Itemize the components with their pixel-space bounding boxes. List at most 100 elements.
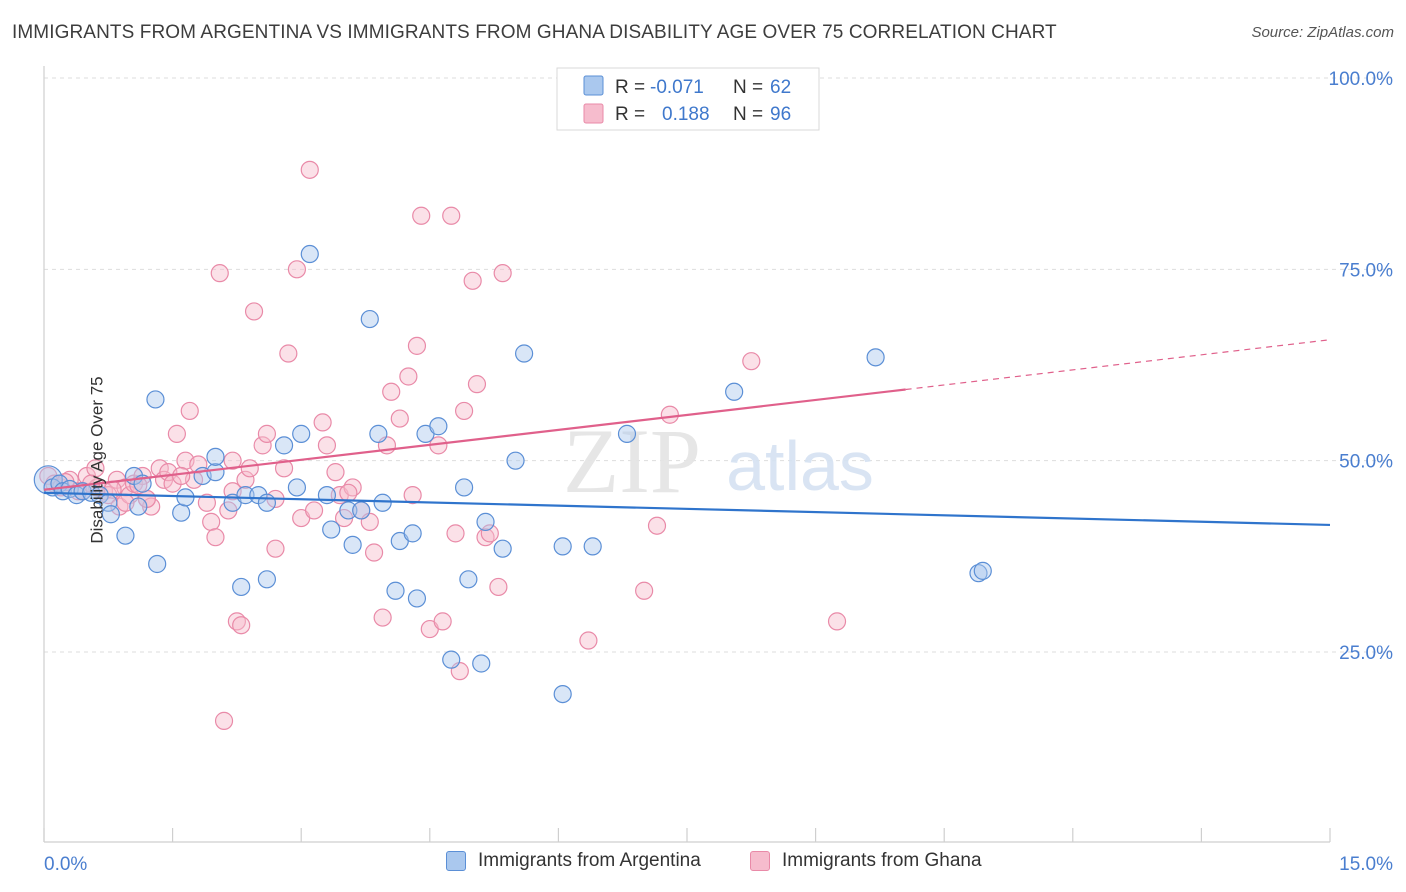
watermark-zip: ZIP (563, 410, 701, 512)
ghana-point (660, 405, 679, 424)
legend-argentina-swatch (583, 75, 604, 96)
ghana-point (382, 382, 401, 401)
argentina-point (617, 424, 637, 443)
y-tick-labels: 25.0% 50.0% 75.0% 100.0% (1329, 69, 1394, 664)
ghana-point (467, 375, 487, 394)
legend-top: R = -0.071 N = 62 R = 0.188 N = 96 (556, 67, 820, 131)
ghana-point (197, 493, 216, 512)
legend-bottom: Immigrants from Argentina Immigrants fro… (0, 850, 1406, 880)
argentina-point (172, 503, 191, 522)
legend-item-argentina[interactable]: Immigrants from Argentina (446, 850, 701, 872)
ghana-point (253, 436, 272, 455)
legend-argentina-r-value: -0.071 (650, 77, 704, 98)
argentina-point (386, 581, 405, 600)
ghana-point (463, 271, 482, 290)
argentina-point (866, 348, 885, 367)
legend-ghana-r-label: R = (615, 104, 645, 125)
ghana-trendline (43, 388, 906, 491)
ghana-point (446, 524, 465, 543)
ghana-point (489, 577, 508, 597)
argentina-point (287, 478, 307, 497)
ghana-point (223, 451, 242, 470)
ghana-point (433, 612, 452, 631)
argentina-point (373, 493, 392, 512)
ghana-point (480, 524, 499, 543)
chart-source: Source: ZipAtlas.com (1251, 24, 1394, 41)
ghana-point (579, 631, 598, 650)
y-axis-label-wrap: Disability Age Over 75 (88, 376, 108, 543)
ghana-point (167, 424, 186, 443)
argentina-point (292, 424, 311, 443)
argentina-point (553, 537, 572, 556)
ghana-point (300, 160, 319, 179)
ghana-point (210, 264, 229, 283)
ghana-point (493, 264, 512, 283)
argentina-point (274, 436, 294, 455)
legend-argentina-r-label: R = (615, 77, 645, 98)
argentina-point (236, 486, 255, 505)
argentina-point (146, 390, 165, 409)
argentina-point (369, 424, 388, 443)
argentina-point (506, 451, 525, 470)
argentina-point (429, 417, 448, 436)
ghana-point (635, 581, 654, 600)
legend-argentina-n-label: N = (733, 77, 763, 98)
legend-item-ghana[interactable]: Immigrants from Ghana (750, 850, 982, 872)
y-tick-label-3: 100.0% (1329, 69, 1394, 90)
ghana-point (742, 352, 761, 371)
ghana-point (240, 459, 259, 478)
argentina-point (257, 570, 277, 589)
argentina-point (101, 505, 120, 524)
argentina-point (493, 539, 512, 558)
argentina-point (257, 493, 277, 512)
argentina-point (553, 684, 572, 704)
argentina-point (407, 589, 427, 608)
argentina-point (206, 447, 225, 466)
argentina-point (360, 309, 379, 329)
ghana-point (189, 455, 208, 474)
y-tick-label-2: 75.0% (1339, 260, 1393, 281)
argentina-point (459, 570, 478, 589)
argentina-point (322, 520, 341, 539)
argentina-point (973, 561, 992, 580)
argentina-point (148, 554, 167, 574)
ghana-point (274, 459, 294, 478)
y-axis-label: Disability Age Over 75 (87, 376, 107, 544)
ghana-point (647, 516, 667, 535)
watermark-atlas: atlas (726, 427, 874, 505)
ghana-point (232, 616, 251, 635)
legend-ghana-icon (750, 851, 770, 871)
argentina-point (339, 501, 358, 520)
trendlines (43, 339, 1331, 527)
argentina-point (454, 478, 474, 497)
x-tick-labels: 0.0% 15.0% (44, 854, 1393, 875)
ghana-point (407, 336, 427, 355)
ghana-point (257, 424, 277, 443)
argentina-point (725, 382, 744, 401)
ghana-point (326, 463, 345, 482)
ghana-point (454, 401, 474, 421)
ghana-point (364, 543, 384, 562)
argentina-point (129, 497, 148, 516)
ghana-point (339, 483, 358, 502)
legend-ghana-label: Immigrants from Ghana (782, 850, 982, 871)
ghana-point (266, 539, 285, 558)
argentina-point (476, 512, 495, 531)
argentina-point (232, 577, 251, 597)
axes (43, 66, 1331, 843)
argentina-point (206, 463, 225, 482)
ghana-point (403, 486, 422, 505)
argentina-trendline (43, 491, 1331, 527)
argentina-point (472, 654, 491, 673)
ghana-point (244, 302, 264, 321)
argentina-point (515, 344, 534, 363)
ghana-point (287, 260, 307, 279)
legend-ghana-swatch (583, 103, 604, 124)
legend-ghana-n-value: 96 (770, 104, 791, 125)
ghana-point (172, 466, 191, 486)
y-tick-label-0: 25.0% (1339, 643, 1393, 664)
ghana-point (206, 528, 225, 547)
gridlines (44, 77, 1392, 653)
legend-argentina-label: Immigrants from Argentina (478, 850, 701, 871)
